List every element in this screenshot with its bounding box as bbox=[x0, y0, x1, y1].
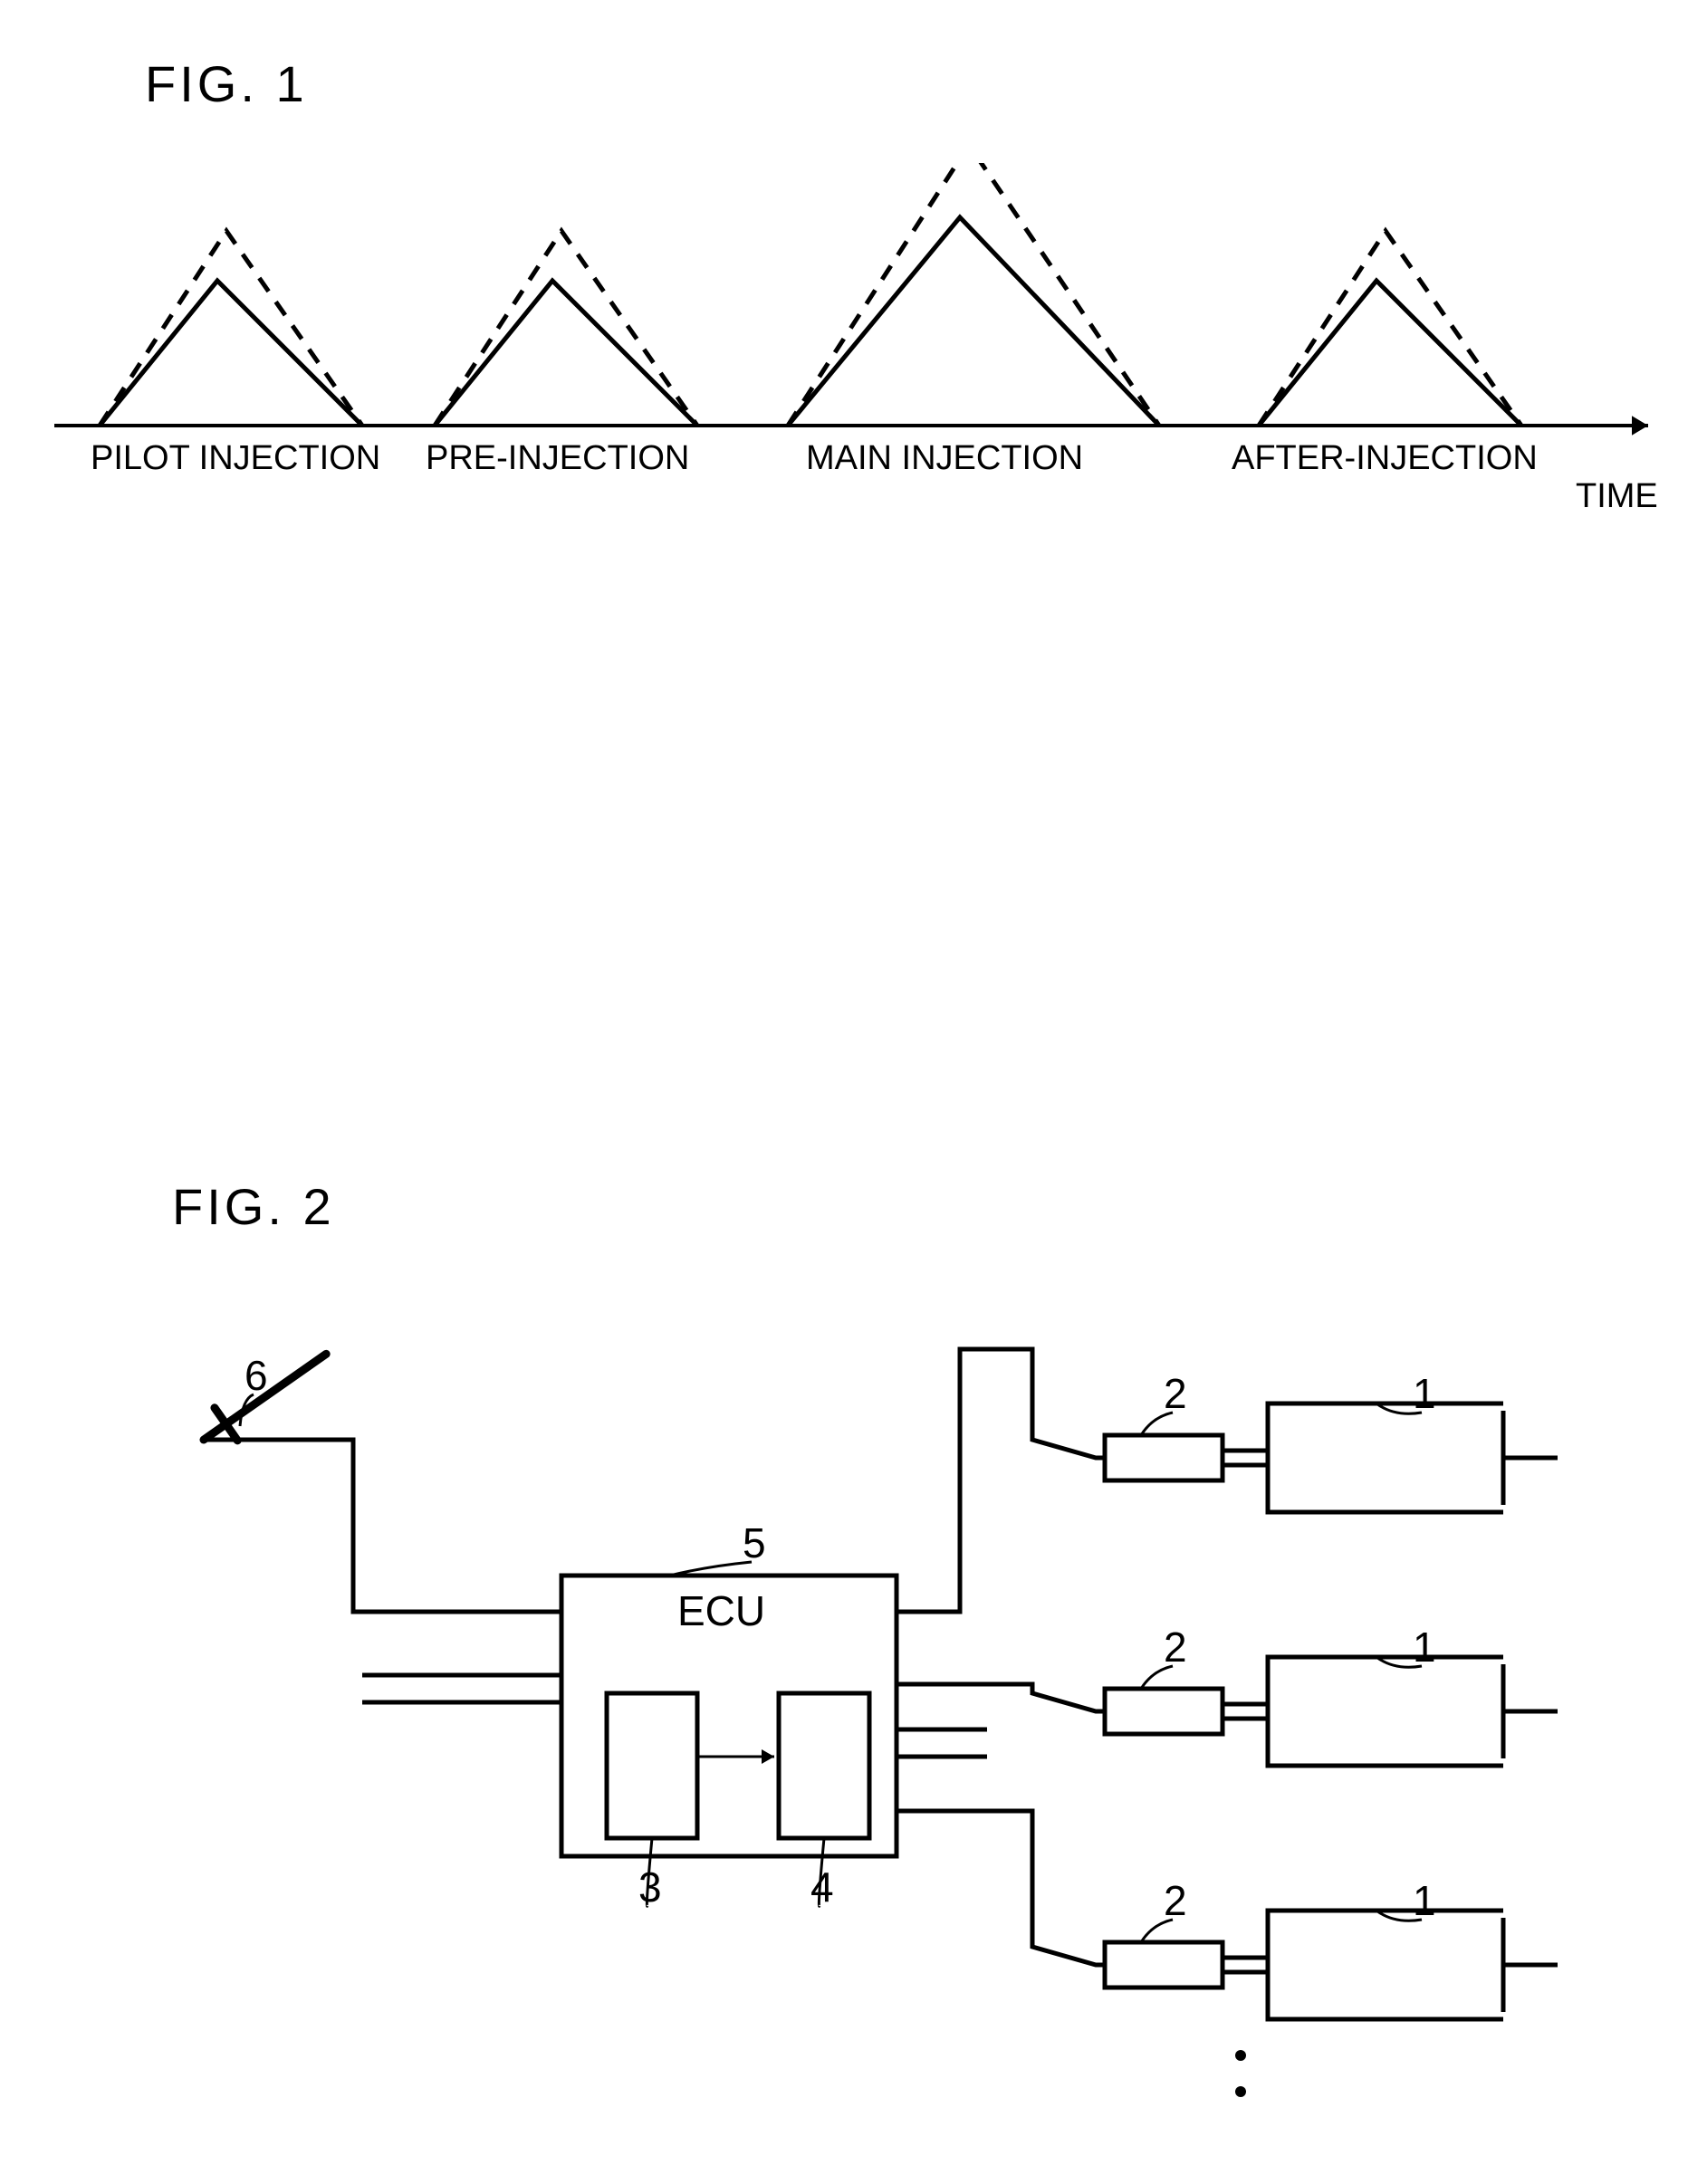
callout-2-2: 2 bbox=[1164, 1877, 1187, 1924]
injection-label-2: MAIN INJECTION bbox=[806, 439, 1083, 477]
injector-small-0 bbox=[1105, 1435, 1223, 1480]
continuation-dot-1 bbox=[1235, 2086, 1246, 2097]
inner-box-4 bbox=[779, 1693, 869, 1838]
callout-1-1: 1 bbox=[1413, 1624, 1436, 1671]
callout-6: 6 bbox=[245, 1352, 268, 1399]
fig2-title: FIG. 2 bbox=[172, 1177, 335, 1236]
time-label: TIME bbox=[1576, 477, 1658, 515]
cylinder-1 bbox=[1268, 1657, 1503, 1766]
injector-small-1 bbox=[1105, 1689, 1223, 1734]
fig1-chart: PILOT INJECTION PRE-INJECTION MAIN INJECTI… bbox=[36, 163, 1671, 525]
injection-dashed-3 bbox=[1259, 231, 1521, 426]
wire-lever-ecu bbox=[204, 1440, 561, 1612]
injection-dashed-2 bbox=[788, 163, 1159, 426]
injector-small-2 bbox=[1105, 1942, 1223, 1988]
callout-2-1: 2 bbox=[1164, 1624, 1187, 1671]
injection-dashed-0 bbox=[100, 231, 362, 426]
injection-solid-1 bbox=[435, 281, 697, 426]
lever-cross bbox=[215, 1408, 237, 1441]
cylinder-2 bbox=[1268, 1911, 1503, 2019]
injection-label-3: AFTER-INJECTION bbox=[1232, 439, 1538, 477]
injection-dashed-1 bbox=[435, 231, 697, 426]
continuation-dot-0 bbox=[1235, 2050, 1246, 2061]
inner-arrow-head bbox=[762, 1749, 774, 1764]
fig1-title: FIG. 1 bbox=[145, 54, 308, 113]
injection-solid-3 bbox=[1259, 281, 1521, 426]
injection-label-0: PILOT INJECTION bbox=[91, 439, 380, 477]
callout-4: 4 bbox=[810, 1863, 834, 1911]
page: FIG. 1 PILOT INJECTION PRE-INJECTION MAIN … bbox=[36, 36, 1671, 2148]
fig2-diagram: ECU 6 5 3 4 2 1 2 1 2 1 bbox=[127, 1304, 1576, 2119]
wire-ecu-row3 bbox=[897, 1811, 1105, 1965]
callout-2-0: 2 bbox=[1164, 1370, 1187, 1417]
injection-label-1: PRE-INJECTION bbox=[426, 439, 689, 477]
callout-5: 5 bbox=[743, 1519, 766, 1566]
callout-1-0: 1 bbox=[1413, 1370, 1436, 1417]
callout-3: 3 bbox=[638, 1863, 662, 1911]
wire-ecu-row2 bbox=[897, 1684, 1105, 1711]
cylinder-0 bbox=[1268, 1403, 1503, 1512]
time-axis-arrow bbox=[1632, 416, 1648, 436]
callout-1-2: 1 bbox=[1413, 1877, 1436, 1924]
inner-box-3 bbox=[607, 1693, 697, 1838]
injection-solid-2 bbox=[788, 217, 1159, 426]
wire-ecu-row1 bbox=[897, 1349, 1105, 1612]
ecu-label: ECU bbox=[677, 1587, 765, 1634]
injection-solid-0 bbox=[100, 281, 362, 426]
